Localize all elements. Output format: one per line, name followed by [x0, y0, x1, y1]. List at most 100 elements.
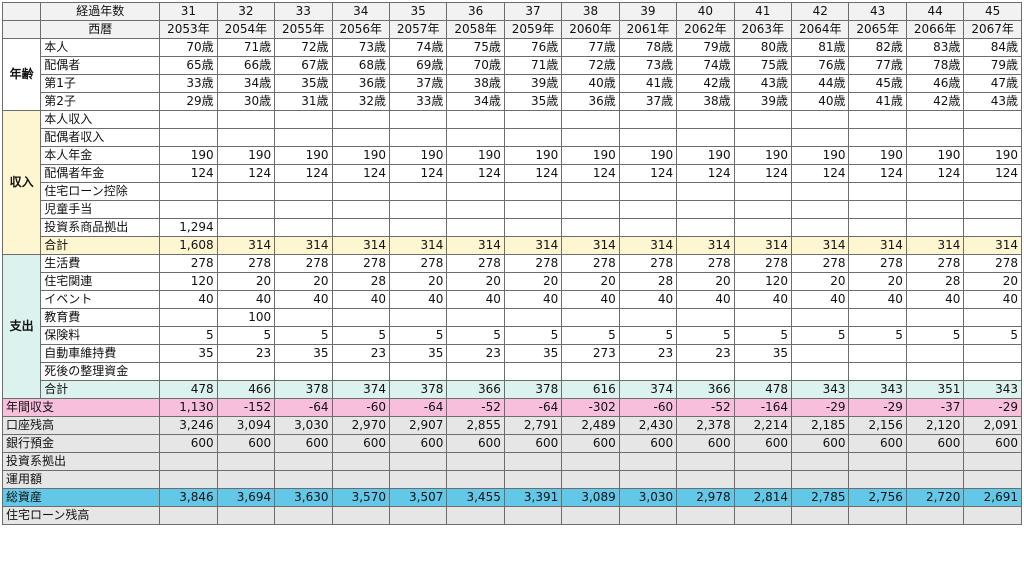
summary-cell: 2,814 — [733, 488, 793, 507]
expense-cell: 40 — [331, 290, 390, 309]
income-total-cell: 314 — [848, 236, 907, 255]
summary-cell — [159, 452, 218, 471]
age-cell: 37歳 — [618, 92, 678, 111]
elapsed-year-cell: 45 — [963, 2, 1022, 21]
income-row: 投資系商品拠出 1,294 — [3, 218, 1022, 237]
row-label: 合計 — [40, 380, 161, 399]
expense-row: 教育費 100 — [3, 308, 1022, 327]
expense-cell: 278 — [388, 254, 448, 273]
income-cell: 124 — [963, 164, 1022, 183]
expense-cell: 278 — [216, 254, 276, 273]
expense-cell — [446, 362, 505, 381]
income-cell: 124 — [159, 164, 218, 183]
income-cell — [388, 110, 448, 129]
expense-cell: 278 — [791, 254, 850, 273]
summary-cell: 600 — [905, 434, 965, 453]
summary-cell: 600 — [331, 434, 390, 453]
income-cell — [274, 218, 333, 237]
income-total-cell: 314 — [733, 236, 793, 255]
income-cell — [503, 110, 563, 129]
annual-balance-row: 年間収支 1,130 -152 -64 -60 -64 -52 -64 -302 -60 -52 -1… — [1, 398, 1022, 417]
income-cell — [963, 182, 1022, 201]
age-cell: 75歳 — [733, 56, 793, 75]
age-cell: 46歳 — [905, 74, 965, 93]
summary-cell: 2,156 — [848, 416, 907, 435]
expense-cell — [963, 362, 1022, 381]
income-cell — [216, 218, 276, 237]
expense-cell — [274, 308, 333, 327]
income-cell — [446, 128, 505, 147]
summary-cell — [159, 506, 218, 525]
income-cell — [618, 182, 678, 201]
expense-cell: 28 — [905, 272, 965, 291]
income-cell: 124 — [331, 164, 390, 183]
summary-cell: -164 — [733, 398, 793, 417]
row-label: 住宅関連 — [40, 272, 161, 291]
income-cell — [159, 128, 218, 147]
summary-cell: 600 — [733, 434, 793, 453]
age-cell: 71歳 — [503, 56, 563, 75]
income-cell: 190 — [503, 146, 563, 165]
expense-cell: 20 — [216, 272, 276, 291]
age-cell: 29歳 — [159, 92, 218, 111]
summary-cell: 2,720 — [905, 488, 965, 507]
expense-cell — [905, 344, 965, 363]
summary-cell: -29 — [963, 398, 1022, 417]
expense-cell: 40 — [963, 290, 1022, 309]
expense-cell: 278 — [561, 254, 620, 273]
income-cell: 124 — [848, 164, 907, 183]
row-label: 保険料 — [40, 326, 161, 345]
calendar-year-cell: 2062年 — [676, 20, 735, 39]
expense-row: 住宅関連 120 20 20 28 20 20 20 20 28 20 120 20 20 28 20 — [3, 272, 1022, 291]
income-cell — [446, 182, 505, 201]
age-cell: 80歳 — [733, 38, 793, 57]
income-cell — [791, 128, 850, 147]
expense-cell: 20 — [963, 272, 1022, 291]
age-cell: 35歳 — [503, 92, 563, 111]
age-cell: 75歳 — [446, 38, 505, 57]
income-cell: 190 — [216, 146, 276, 165]
income-cell: 124 — [733, 164, 793, 183]
age-cell: 43歳 — [963, 92, 1022, 111]
expense-cell: 278 — [274, 254, 333, 273]
income-cell: 190 — [848, 146, 907, 165]
summary-cell: 2,489 — [561, 416, 620, 435]
expense-cell — [905, 362, 965, 381]
income-cell — [561, 200, 620, 219]
income-cell — [331, 218, 390, 237]
row-label: 銀行預金 — [1, 434, 161, 453]
expense-cell: 20 — [561, 272, 620, 291]
elapsed-year-cell: 35 — [388, 2, 448, 21]
elapsed-year-cell: 34 — [331, 2, 390, 21]
income-cell — [848, 110, 907, 129]
age-cell: 69歳 — [388, 56, 448, 75]
expense-cell: 5 — [963, 326, 1022, 345]
summary-cell — [733, 452, 793, 471]
summary-cell: -37 — [905, 398, 965, 417]
income-cell — [618, 128, 678, 147]
summary-cell — [791, 452, 850, 471]
corner-cell — [1, 20, 42, 39]
summary-cell — [905, 452, 965, 471]
summary-cell: -60 — [331, 398, 390, 417]
row-label: 住宅ローン残高 — [1, 506, 161, 525]
expense-cell — [963, 308, 1022, 327]
calendar-year-cell: 2059年 — [503, 20, 563, 39]
elapsed-year-cell: 40 — [676, 2, 735, 21]
age-cell: 42歳 — [905, 92, 965, 111]
income-cell — [791, 200, 850, 219]
expense-total-cell: 478 — [733, 380, 793, 399]
income-total-cell: 314 — [388, 236, 448, 255]
expense-cell: 40 — [159, 290, 218, 309]
age-row: 第2子 29歳 30歳 31歳 32歳 33歳 34歳 35歳 36歳 37歳 38歳 39歳 40歳 4… — [3, 92, 1022, 111]
income-cell — [791, 110, 850, 129]
income-cell: 124 — [216, 164, 276, 183]
cashflow-table: 経過年数 31 32 33 34 35 36 37 38 39 40 41 42 43 44 45 西暦 2053… — [1, 2, 1022, 525]
income-cell — [388, 218, 448, 237]
income-total-cell: 314 — [216, 236, 276, 255]
summary-cell: -29 — [791, 398, 850, 417]
expense-cell: 40 — [388, 290, 448, 309]
income-cell — [503, 128, 563, 147]
age-cell: 36歳 — [561, 92, 620, 111]
summary-cell — [848, 506, 907, 525]
